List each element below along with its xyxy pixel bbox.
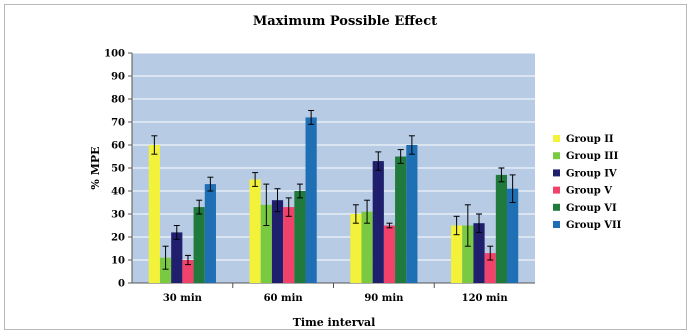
bar xyxy=(462,225,474,283)
legend-label: Group VII xyxy=(566,220,622,231)
legend-label: Group V xyxy=(566,186,612,197)
y-tick-label: 90 xyxy=(111,72,125,83)
x-tick-label: 90 min xyxy=(364,293,404,304)
legend-swatch xyxy=(553,152,560,160)
y-axis-title: % MPE xyxy=(89,146,102,189)
bar xyxy=(305,117,317,284)
bar xyxy=(271,200,284,283)
bar xyxy=(294,191,306,283)
y-tick-label: 30 xyxy=(111,210,125,221)
legend-label: Group III xyxy=(566,151,619,162)
plot-area: 0 10 20 30 40 50 60 70 80 90 100 30 min 60 min 90 min… xyxy=(104,49,535,304)
bar xyxy=(260,204,272,283)
bar xyxy=(372,161,384,283)
bar xyxy=(249,179,261,283)
bar xyxy=(495,174,508,283)
legend-swatch xyxy=(553,135,560,142)
y-tick-label: 20 xyxy=(111,233,125,244)
bar xyxy=(395,156,407,283)
x-tick-label: 120 min xyxy=(462,293,509,304)
y-tick-label: 0 xyxy=(118,279,125,290)
bar xyxy=(148,145,160,283)
bar xyxy=(451,225,463,283)
y-tick-label: 10 xyxy=(111,256,125,267)
x-tick-label: 60 min xyxy=(264,293,304,304)
legend-swatch xyxy=(553,221,560,228)
y-tick-label: 40 xyxy=(111,187,125,198)
legend-swatch xyxy=(553,186,560,194)
bar xyxy=(159,257,172,283)
y-tick-label: 50 xyxy=(111,164,125,175)
y-tick-label: 60 xyxy=(111,141,125,152)
legend-label: Group IV xyxy=(566,168,617,179)
x-tick-label: 30 min xyxy=(163,293,203,304)
chart-title: Maximum Possible Effect xyxy=(253,14,437,29)
bar xyxy=(361,211,373,283)
legend-label: Group VI xyxy=(566,203,617,214)
bar xyxy=(204,184,216,283)
y-tick-label: 100 xyxy=(104,49,125,60)
bar xyxy=(350,214,362,283)
bar xyxy=(193,207,205,283)
legend-swatch xyxy=(553,169,560,177)
chart-frame: Maximum Possible Effect 0 10 20 30 40 50 60 70 8… xyxy=(4,4,687,330)
bar xyxy=(406,145,418,283)
legend: Group II Group III Group IV Group V Group VI… xyxy=(553,134,622,231)
bar xyxy=(383,225,396,283)
bar xyxy=(507,188,519,283)
y-tick-label: 80 xyxy=(111,95,125,106)
legend-label: Group II xyxy=(566,134,614,145)
bar xyxy=(182,260,194,283)
bar xyxy=(473,223,485,283)
bar xyxy=(171,232,183,283)
x-axis-title: Time interval xyxy=(293,316,376,329)
bar xyxy=(283,207,295,283)
bar xyxy=(484,253,496,283)
legend-swatch xyxy=(553,203,560,211)
y-tick-label: 70 xyxy=(111,118,125,129)
chart-canvas: Maximum Possible Effect 0 10 20 30 40 50 60 70 8… xyxy=(89,14,622,329)
